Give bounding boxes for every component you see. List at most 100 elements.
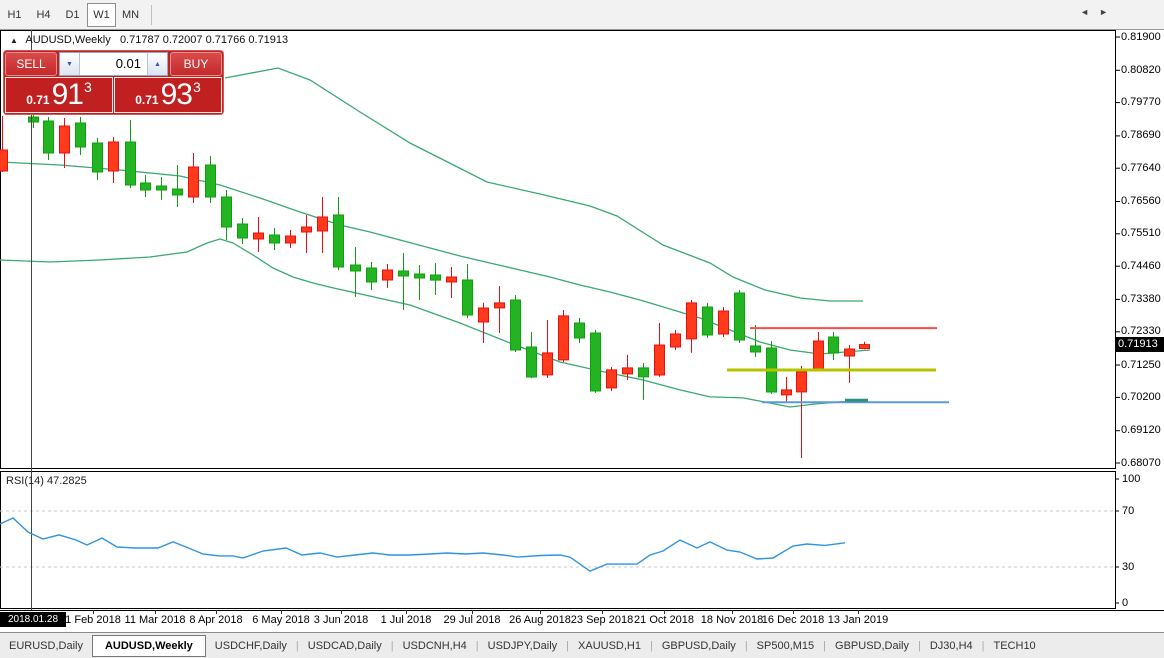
- candle-body: [844, 348, 855, 357]
- date-axis-label: 23 Sep 2018: [570, 614, 634, 626]
- timeframe-button-h4[interactable]: H4: [36, 8, 51, 21]
- candle-body: [301, 226, 312, 233]
- candle-body: [205, 164, 216, 198]
- candle-body: [622, 367, 633, 375]
- date-axis-label: 18 Nov 2018: [700, 614, 764, 626]
- candle-body: [686, 302, 697, 340]
- chart-tab-usdchf-daily[interactable]: USDCHF,Daily: [214, 640, 287, 652]
- candle-body: [446, 276, 457, 283]
- candle-body: [108, 141, 119, 172]
- tab-scroll-right-icon[interactable]: ►: [1099, 7, 1118, 17]
- candle-body: [734, 292, 745, 341]
- candle-body: [781, 389, 792, 396]
- tab-separator: |: [649, 640, 653, 652]
- tab-separator: |: [981, 640, 985, 652]
- volume-increase-icon[interactable]: ▲: [147, 53, 167, 75]
- candle-body: [558, 315, 569, 361]
- price-axis-label: 0.72330: [1121, 325, 1161, 338]
- date-axis-label: 29 Jul 2018: [443, 614, 501, 626]
- sell-price-prefix: 0.71: [26, 92, 50, 107]
- candle-body: [75, 122, 86, 148]
- one-click-trading-icon[interactable]: ▲: [10, 36, 18, 45]
- price-axis-label: 0.81900: [1121, 30, 1161, 43]
- chart-title: ▲ AUDUSD,Weekly 0.71787 0.72007 0.71766 …: [10, 34, 288, 46]
- chart-tabs: EURUSD,Daily AUDUSD,Weekly USDCHF,Daily | US…: [0, 634, 1045, 657]
- candle-body: [92, 142, 103, 173]
- candle-body: [253, 232, 264, 240]
- date-axis-label: 16 Dec 2018: [761, 614, 825, 626]
- price-axis-label: 0.79770: [1121, 96, 1161, 109]
- volume-stepper: ▼ 0.01 ▲: [59, 52, 168, 76]
- chart-tab-bar: EURUSD,Daily AUDUSD,Weekly USDCHF,Daily | US…: [0, 632, 1164, 658]
- volume-input[interactable]: 0.01: [115, 56, 141, 71]
- price-axis-label: 0.76560: [1121, 194, 1161, 207]
- chart-tab-usdcad-daily[interactable]: USDCAD,Daily: [307, 640, 382, 652]
- volume-decrease-icon[interactable]: ▼: [60, 53, 80, 75]
- tab-scroll-left-icon[interactable]: ◄: [1080, 7, 1100, 17]
- tab-separator: |: [823, 640, 827, 652]
- tab-separator: |: [390, 640, 394, 652]
- trade-panel-row2: 0.71 91 3 0.71 93 3: [5, 77, 222, 113]
- candle-body: [317, 216, 328, 232]
- tab-separator: |: [744, 640, 748, 652]
- date-axis-label: 1 Feb 2018: [65, 614, 121, 626]
- chart-tab-sp500-m15[interactable]: SP500,M15: [756, 640, 815, 652]
- date-axis-label: 3 Jun 2018: [313, 614, 369, 626]
- chart-tab-audusd-weekly[interactable]: AUDUSD,Weekly: [91, 634, 206, 657]
- chart-tab-dj30-h4[interactable]: DJ30,H4: [929, 640, 973, 652]
- date-axis-label: 26 Aug 2018: [509, 614, 571, 626]
- candle-body: [510, 299, 521, 351]
- candle-body: [813, 340, 824, 370]
- candle-body: [333, 214, 344, 268]
- buy-price-display[interactable]: 0.71 93 3: [114, 77, 222, 113]
- crosshair-date-label: 2018.01.28 0:00: [0, 612, 66, 640]
- date-axis-label: 6 May 2018: [252, 614, 310, 626]
- candle-body: [0, 149, 8, 172]
- candle-body: [59, 125, 70, 154]
- toolbar-divider: [151, 4, 152, 25]
- chart-tab-usdcnh-h4[interactable]: USDCNH,H4: [402, 640, 467, 652]
- candle-body: [478, 307, 489, 323]
- candle-body: [859, 344, 870, 350]
- chart-tab-xauusd-h1[interactable]: XAUUSD,H1: [578, 640, 641, 652]
- tab-scroll-arrows: ◄►: [1080, 7, 1118, 17]
- sell-price-display[interactable]: 0.71 91 3: [5, 77, 113, 113]
- sell-button[interactable]: SELL: [5, 52, 57, 76]
- chart-tab-usdjpy-daily[interactable]: USDJPY,Daily: [487, 640, 558, 652]
- timeframe-button-d1[interactable]: D1: [65, 8, 80, 21]
- rsi-scale-label: 0: [1122, 596, 1129, 609]
- date-axis-label: 11 Mar 2018: [124, 614, 186, 626]
- tab-separator: |: [295, 640, 299, 652]
- chart-ohlc-values: 0.71787 0.72007 0.71766 0.71913: [119, 34, 289, 46]
- candle-body: [350, 264, 361, 272]
- chart-tab-gbpusd-daily[interactable]: GBPUSD,Daily: [661, 640, 736, 652]
- date-axis-label: 21 Oct 2018: [634, 614, 694, 626]
- tab-separator: |: [917, 640, 921, 652]
- chart-tab-eurusd-daily[interactable]: EURUSD,Daily: [9, 640, 83, 652]
- buy-price-big: 93: [160, 78, 193, 111]
- candle-body: [638, 367, 649, 378]
- chart-tab-tech10[interactable]: TECH10: [993, 640, 1036, 652]
- rsi-indicator-label: RSI(14) 47.2825: [6, 475, 87, 487]
- candle-body: [670, 333, 681, 348]
- trade-panel-row1: SELL ▼ 0.01 ▲ BUY: [3, 50, 224, 76]
- tab-separator: |: [566, 640, 570, 652]
- candle-body: [237, 223, 248, 239]
- price-axis-label: 0.75510: [1121, 227, 1161, 240]
- price-axis-label: 0.71250: [1121, 358, 1161, 371]
- candle-body: [172, 188, 183, 196]
- candle-body: [156, 185, 167, 191]
- price-axis-label: 0.70200: [1121, 390, 1161, 403]
- chart-tab-gbpusd-daily[interactable]: GBPUSD,Daily: [835, 640, 909, 652]
- candle-body: [526, 346, 537, 378]
- candle-body: [398, 270, 409, 277]
- timeframe-button-mn[interactable]: MN: [121, 8, 140, 21]
- buy-button[interactable]: BUY: [170, 52, 222, 76]
- candle-body: [430, 274, 441, 281]
- timeframe-button-w1[interactable]: W1: [87, 2, 116, 27]
- one-click-trade-panel: SELL ▼ 0.01 ▲ BUY 0.71 91 3 0.71 93 3: [3, 50, 224, 115]
- candle-body: [494, 302, 505, 309]
- rsi-pane: [0, 471, 1116, 609]
- timeframe-button-h1[interactable]: H1: [7, 8, 22, 21]
